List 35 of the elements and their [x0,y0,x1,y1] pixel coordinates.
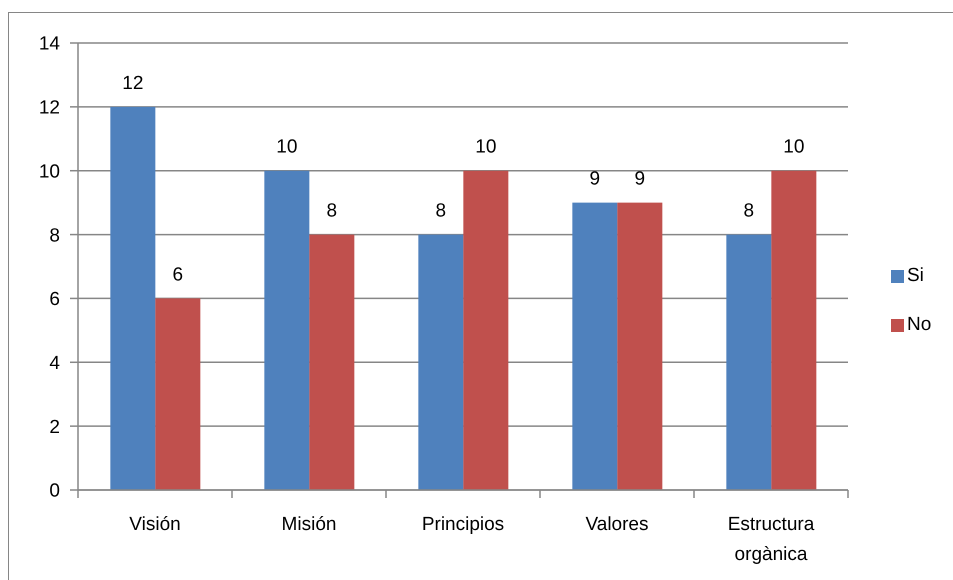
bar [264,170,310,490]
data-label: 9 [634,168,646,190]
data-label: 10 [475,136,496,158]
y-tick-label: 14 [38,34,60,55]
legend-label: No [907,314,932,336]
x-tick-label: Principios [422,514,504,535]
y-tick-label: 8 [49,225,60,246]
data-label: 8 [744,200,754,222]
x-tick-label: Visión [129,514,181,535]
bar [110,106,156,490]
data-label: 9 [590,168,600,190]
data-label: 10 [783,136,804,158]
bar [771,170,816,490]
y-tick-label: 12 [38,98,60,119]
x-tick-label: Valores [585,514,649,535]
y-tick-label: 10 [38,161,60,182]
bar [155,298,200,490]
data-label: 10 [276,136,298,158]
data-label: 12 [122,72,144,94]
y-tick-label: 6 [49,289,60,310]
legend-label: Si [907,265,924,287]
y-tick-label: 4 [49,353,60,374]
y-tick-label: 2 [49,416,60,438]
y-tick-label: 0 [49,480,60,502]
x-tick-label: Misión [282,514,336,535]
bar [617,202,662,490]
bar [463,170,508,490]
data-label: 8 [436,200,446,222]
x-tick-label: Estructura orgànica [728,514,815,565]
bar [309,234,354,490]
data-label: 6 [172,264,184,286]
data-label: 8 [326,200,338,222]
bar [726,234,772,490]
bar [418,234,464,490]
bar [572,202,618,490]
